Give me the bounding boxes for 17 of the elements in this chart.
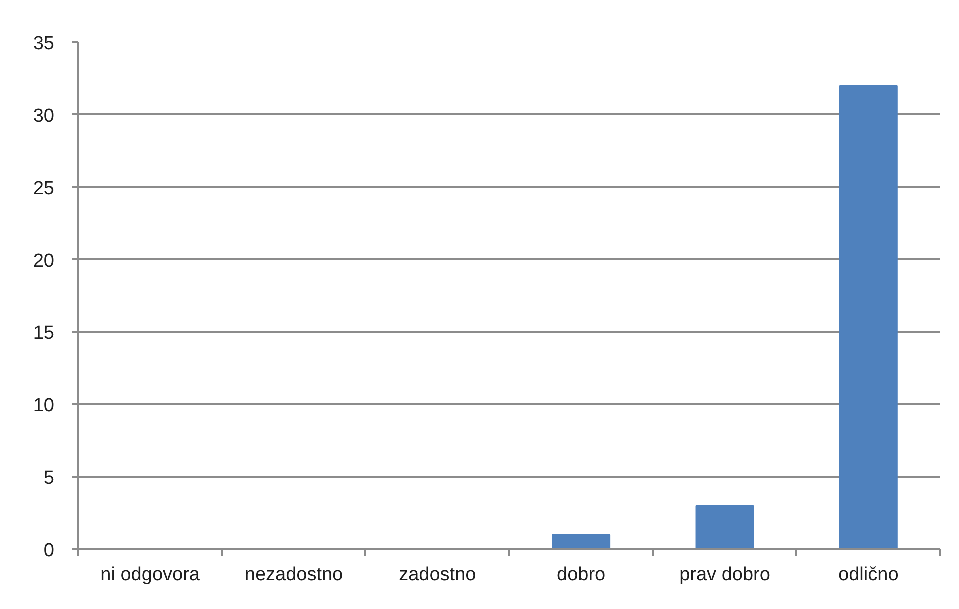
y-tick-label: 5 <box>44 468 55 490</box>
x-tick-label: ni odgovora <box>100 564 200 586</box>
x-tick-label: nezadostno <box>244 564 344 586</box>
y-tick-label: 20 <box>33 250 55 272</box>
y-tick-label: 25 <box>33 178 55 200</box>
y-tick-label: 35 <box>33 34 55 54</box>
y-tick-label: 30 <box>33 106 55 127</box>
y-tick-label: 0 <box>44 540 55 562</box>
bar <box>696 506 754 550</box>
y-tick-label: 10 <box>33 396 55 417</box>
bar <box>839 85 898 550</box>
x-tick-label: dobro <box>557 564 606 586</box>
bar <box>552 534 611 550</box>
x-tick-label: zadostno <box>399 564 476 586</box>
y-tick-label: 15 <box>33 323 55 344</box>
x-tick-label: prav dobro <box>680 564 770 586</box>
x-tick-label: odlično <box>838 564 899 586</box>
